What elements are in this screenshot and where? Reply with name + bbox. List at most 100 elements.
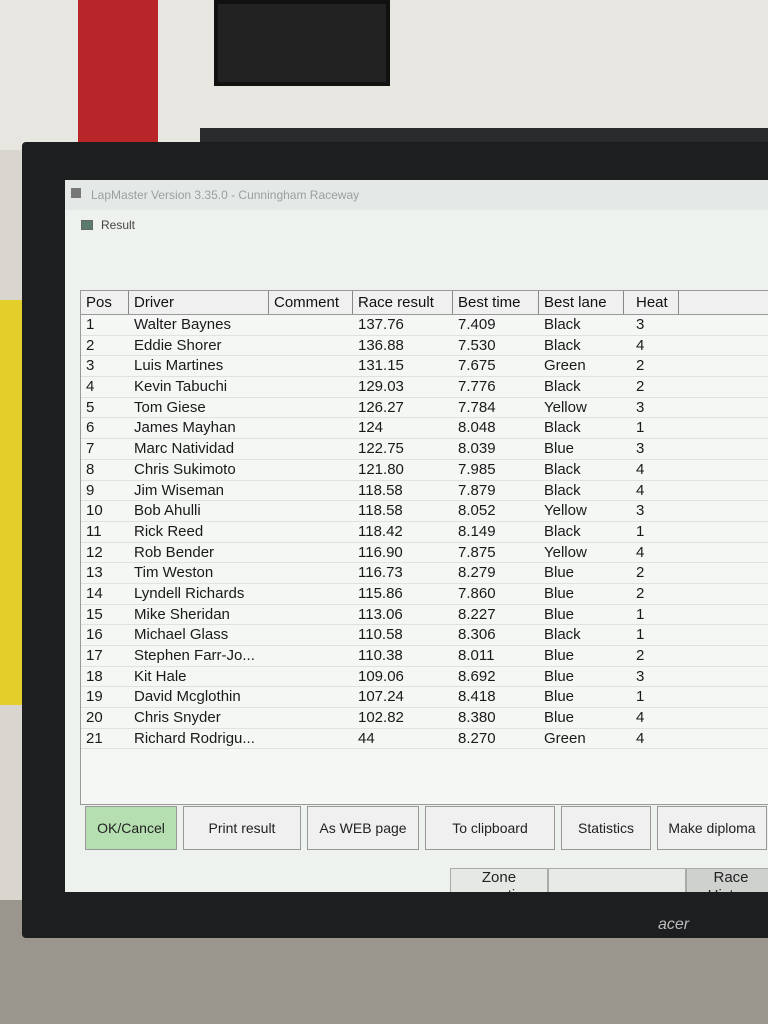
cell-pos: 4 — [86, 378, 95, 396]
table-row[interactable]: 13 Tim Weston 116.73 8.279 Blue 2 — [81, 563, 768, 584]
make-diploma-button[interactable]: Make diploma — [657, 806, 767, 850]
column-header-race-result[interactable]: Race result — [353, 291, 453, 314]
cell-driver: Bob Ahulli — [134, 502, 201, 520]
cell-best-time: 8.418 — [458, 688, 496, 706]
cell-best-time: 7.875 — [458, 543, 496, 561]
table-row[interactable]: 14 Lyndell Richards 115.86 7.860 Blue 2 — [81, 584, 768, 605]
table-row[interactable]: 17 Stephen Farr-Jo... 110.38 8.011 Blue 2 — [81, 646, 768, 667]
table-row[interactable]: 12 Rob Bender 116.90 7.875 Yellow 4 — [81, 543, 768, 564]
cell-best-lane: Blue — [544, 709, 575, 727]
table-row[interactable]: 16 Michael Glass 110.58 8.306 Black 1 — [81, 625, 768, 646]
cell-race-result: 116.90 — [358, 543, 403, 561]
cell-best-time: 8.039 — [458, 440, 496, 458]
cell-heat: 2 — [636, 584, 645, 602]
column-header-comment[interactable]: Comment — [269, 291, 353, 314]
result-label: Result — [101, 218, 136, 232]
cell-comment — [269, 356, 353, 376]
zone-correction-button[interactable]: Zone correction — [450, 868, 548, 892]
cell-best-time: 8.048 — [458, 419, 496, 437]
column-header-best-time[interactable]: Best time — [453, 291, 539, 314]
table-row[interactable]: 8 Chris Sukimoto 121.80 7.985 Black 4 — [81, 460, 768, 481]
cell-best-lane: Blue — [544, 564, 575, 582]
table-row[interactable]: 9 Jim Wiseman 118.58 7.879 Black 4 — [81, 481, 768, 502]
cell-driver: Tom Giese — [134, 398, 206, 416]
cell-comment — [269, 667, 353, 687]
cell-race-result: 126.27 — [358, 398, 404, 416]
cell-best-lane: Black — [544, 316, 581, 333]
cell-best-time: 8.149 — [458, 522, 496, 540]
cell-race-result: 113.06 — [358, 605, 403, 623]
as-web-page-button[interactable]: As WEB page — [307, 806, 419, 850]
cell-best-time: 7.860 — [458, 584, 496, 602]
table-row[interactable]: 15 Mike Sheridan 113.06 8.227 Blue 1 — [81, 605, 768, 626]
cell-comment — [269, 336, 353, 356]
table-row[interactable]: 5 Tom Giese 126.27 7.784 Yellow 3 — [81, 398, 768, 419]
cell-best-lane: Black — [544, 336, 581, 354]
cell-heat: 1 — [636, 419, 645, 437]
table-row[interactable]: 3 Luis Martines 131.15 7.675 Green 2 — [81, 356, 768, 378]
cell-comment — [269, 584, 353, 604]
table-row[interactable]: 7 Marc Natividad 122.75 8.039 Blue 3 — [81, 439, 768, 460]
cell-pos: 17 — [86, 647, 103, 664]
race-history-button[interactable]: Race History — [686, 868, 768, 892]
cell-best-lane: Blue — [544, 440, 575, 458]
table-row[interactable]: 11 Rick Reed 118.42 8.149 Black 1 — [81, 522, 768, 543]
cell-best-lane: Green — [544, 357, 586, 375]
cell-comment — [269, 460, 353, 480]
table-row[interactable]: 21 Richard Rodrigu... 44 8.270 Green 4 — [81, 729, 768, 750]
cell-best-lane: Blue — [544, 584, 575, 602]
cell-race-result: 44 — [358, 729, 375, 747]
cell-best-lane: Yellow — [544, 543, 587, 561]
table-row[interactable]: 4 Kevin Tabuchi 129.03 7.776 Black 2 — [81, 377, 768, 398]
table-row[interactable]: 19 David Mcglothin 107.24 8.418 Blue 1 — [81, 687, 768, 709]
cell-pos: 21 — [86, 729, 103, 747]
cell-best-lane: Blue — [544, 605, 575, 623]
cell-best-lane: Green — [544, 729, 586, 747]
cell-heat: 4 — [636, 481, 645, 499]
column-header-best-lane[interactable]: Best lane — [539, 291, 624, 314]
cell-best-time: 8.227 — [458, 605, 496, 623]
cell-driver: Mike Sheridan — [134, 605, 230, 623]
table-row[interactable]: 20 Chris Snyder 102.82 8.380 Blue 4 — [81, 708, 768, 729]
table-row[interactable]: 10 Bob Ahulli 118.58 8.052 Yellow 3 — [81, 501, 768, 522]
column-header-heat[interactable]: Heat — [624, 291, 679, 314]
statistics-button[interactable]: Statistics — [561, 806, 651, 850]
print-result-button[interactable]: Print result — [183, 806, 301, 850]
cell-heat: 2 — [636, 378, 645, 396]
cell-heat: 4 — [636, 729, 645, 747]
blank-button[interactable] — [548, 868, 686, 892]
cell-race-result: 136.88 — [358, 336, 404, 354]
table-row[interactable]: 2 Eddie Shorer 136.88 7.530 Black 4 — [81, 336, 768, 357]
cell-driver: Stephen Farr-Jo... — [134, 647, 255, 664]
cell-pos: 9 — [86, 481, 95, 499]
table-row[interactable]: 6 James Mayhan 124 8.048 Black 1 — [81, 418, 768, 440]
cell-driver: Michael Glass — [134, 626, 229, 644]
cell-comment — [269, 398, 353, 418]
column-header-driver[interactable]: Driver — [129, 291, 269, 314]
cell-race-result: 116.73 — [358, 564, 403, 582]
cell-best-lane: Black — [544, 626, 581, 644]
cell-race-result: 102.82 — [358, 709, 404, 727]
table-row[interactable]: 1 Walter Baynes 137.76 7.409 Black 3 — [81, 315, 768, 336]
cell-best-time: 7.776 — [458, 378, 496, 396]
cell-pos: 16 — [86, 626, 103, 644]
window-icon — [81, 220, 93, 230]
column-header-pos[interactable]: Pos — [81, 291, 129, 314]
cell-heat: 2 — [636, 647, 645, 664]
cell-pos: 20 — [86, 709, 103, 727]
ok-cancel-button[interactable]: OK/Cancel — [85, 806, 177, 850]
cell-best-time: 8.270 — [458, 729, 496, 747]
cell-race-result: 107.24 — [358, 688, 404, 706]
cell-driver: Marc Natividad — [134, 440, 235, 458]
cell-comment — [269, 439, 353, 459]
cell-best-lane: Black — [544, 460, 581, 478]
cell-pos: 7 — [86, 440, 95, 458]
cell-pos: 2 — [86, 336, 95, 354]
cell-driver: Rick Reed — [134, 522, 204, 540]
cell-heat: 3 — [636, 502, 645, 520]
cell-heat: 1 — [636, 605, 645, 623]
cell-heat: 4 — [636, 543, 645, 561]
to-clipboard-button[interactable]: To clipboard — [425, 806, 555, 850]
table-row[interactable]: 18 Kit Hale 109.06 8.692 Blue 3 — [81, 667, 768, 688]
cell-best-lane: Yellow — [544, 502, 587, 520]
